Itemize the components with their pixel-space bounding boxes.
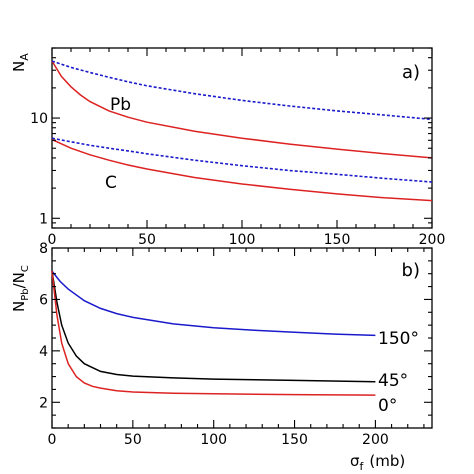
y-tick-label: 6 [39,292,48,308]
annotation-c: C [105,173,117,193]
panel-a-y-axis-label: NA [10,53,31,72]
panel-b-ticks [51,247,432,429]
y-tick-label: 8 [39,241,48,257]
x-tick-label: 100 [229,232,256,248]
x-tick-label: 50 [124,432,142,448]
x-tick-label: 50 [138,232,156,248]
series-line-pb-dashed [51,60,433,121]
panel-b-x-tick-labels: 0 50 100 150 200 [48,432,389,448]
panel-a-y-tick-labels: 1 10 [30,111,48,227]
x-tick-label: 0 [48,232,57,248]
panel-a: 0 50 100 150 200 1 10 NA a) Pb C [10,47,446,248]
annotation-0deg: 0° [378,396,397,416]
panel-b-x-axis-label: σf (mb) [350,452,405,473]
annotation-45deg: 45° [378,371,408,391]
y-tick-label: 1 [39,211,48,227]
x-tick-label: 150 [281,432,308,448]
panel-a-label: a) [402,62,420,83]
panel-b-y-tick-labels: 2 4 6 8 [39,241,48,411]
panel-a-ticks [51,47,433,229]
y-tick-label: 4 [39,344,48,360]
panel-b-y-axis-label: NPb/NC [10,265,31,312]
y-tick-label: 10 [30,111,48,127]
series-line-0deg [51,271,376,396]
annotation-150deg: 150° [378,329,419,349]
x-tick-label: 0 [48,432,57,448]
x-tick-label: 100 [200,432,227,448]
panel-a-x-tick-labels: 0 50 100 150 200 [48,232,446,248]
x-tick-label: 200 [419,232,446,248]
series-line-150deg [51,270,376,337]
panel-b-frame [51,247,433,429]
x-tick-label: 150 [324,232,351,248]
y-tick-label: 2 [39,395,48,411]
x-tick-label: 200 [362,432,389,448]
series-line-c-solid [51,138,433,202]
series-line-c-dashed [51,137,433,183]
panel-a-curves [51,60,433,202]
series-line-45deg [51,270,376,383]
panel-b-curves [51,270,376,396]
annotation-pb: Pb [110,95,131,115]
panel-b-label: b) [402,260,420,281]
series-line-pb-solid [51,60,433,159]
